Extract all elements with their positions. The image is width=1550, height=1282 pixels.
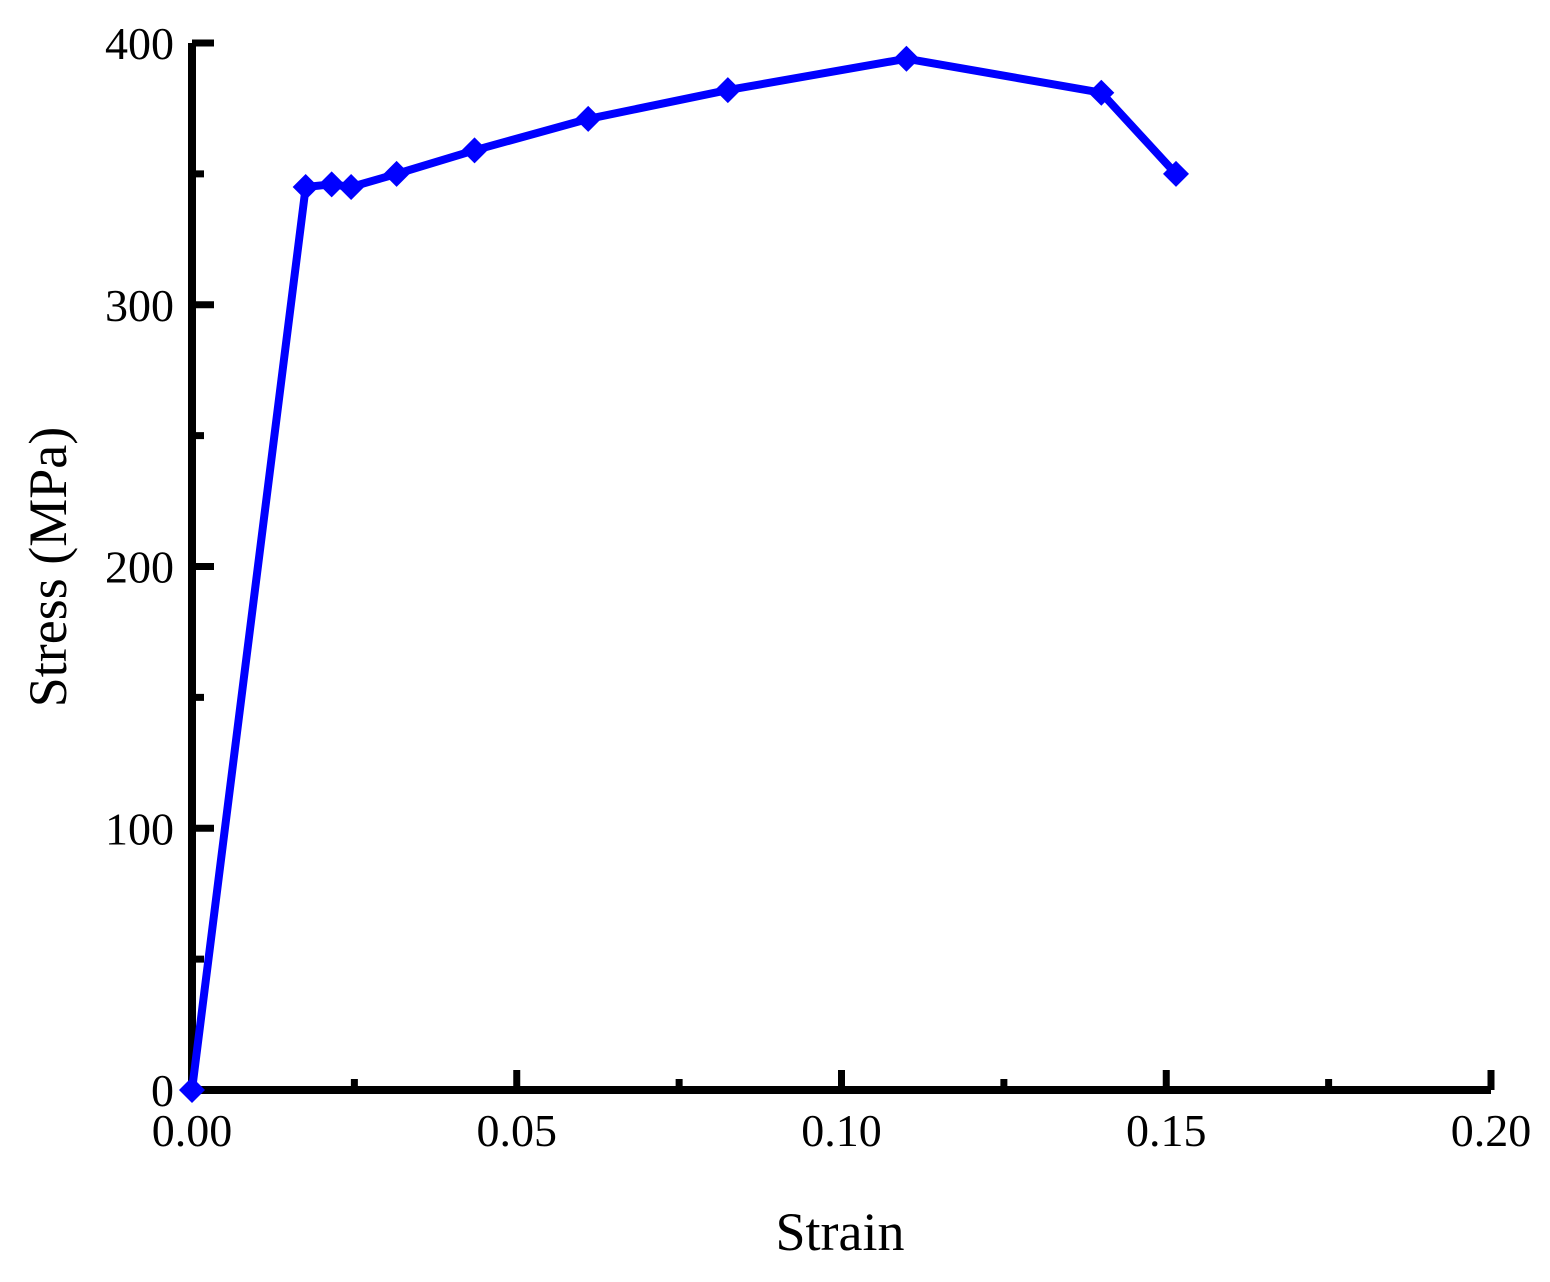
y-tick-label: 300 [105,280,174,331]
x-tick-label: 0.15 [1126,1105,1207,1156]
y-axis-label: Stress (MPa) [18,427,78,708]
data-point-marker [893,45,920,72]
data-point-marker [179,1077,205,1103]
data-point-marker [318,171,345,198]
data-point-marker [383,160,410,187]
x-tick-label: 0.20 [1451,1105,1532,1156]
y-tick-label: 200 [105,542,174,593]
data-point-marker [1162,160,1189,187]
data-point-marker [461,137,488,164]
ticks: 0.00 0.05 0.10 0.15 0.20 0 100 200 300 400 [105,18,1531,1156]
y-tick-label: 0 [151,1065,174,1116]
data-point-marker [1088,79,1115,106]
y-tick-label: 400 [105,18,174,69]
x-tick-label: 0.10 [801,1105,882,1156]
data-point-marker [575,105,602,132]
data-point-marker [714,77,741,104]
data-series [179,45,1189,1103]
axes [188,43,1491,1094]
x-tick-label: 0.00 [152,1105,233,1156]
series-line [188,54,1179,1091]
data-point-marker [292,173,319,200]
x-tick-label: 0.05 [477,1105,558,1156]
data-point-marker [338,173,365,200]
y-tick-label: 100 [105,803,174,854]
x-axis-label: Strain [776,1202,905,1262]
